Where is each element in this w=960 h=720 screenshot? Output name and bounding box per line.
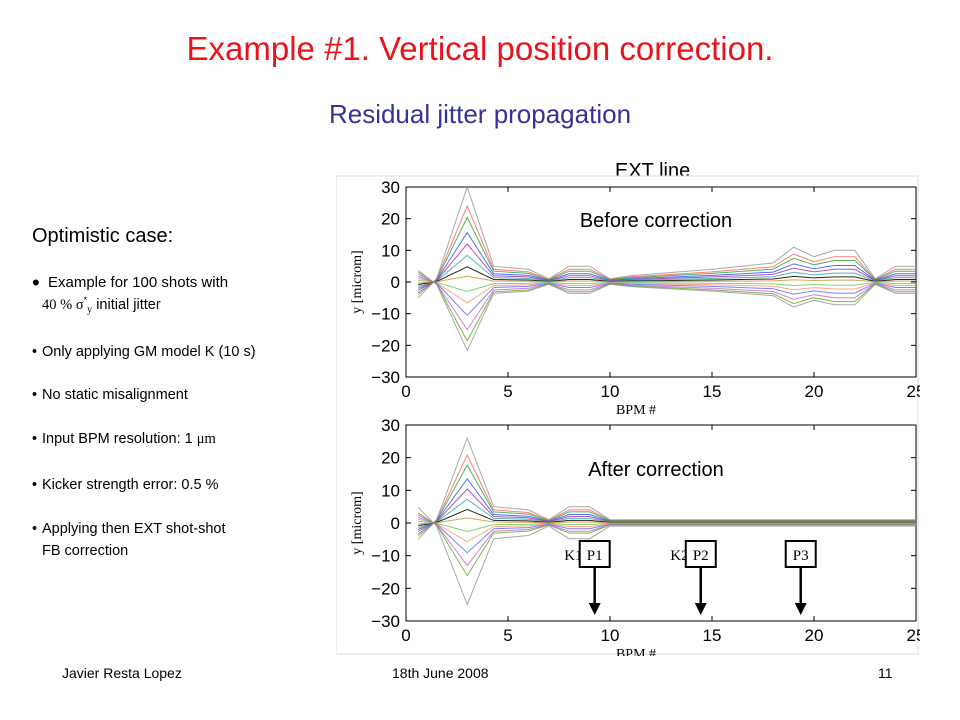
bullet-fb: • Applying then EXT shot-shot bbox=[32, 521, 226, 537]
monitor-box-p2 bbox=[684, 540, 717, 568]
series-line-5 bbox=[418, 243, 916, 289]
bullet-panel: Optimistic case: • Example for 100 shots … bbox=[32, 225, 332, 559]
x-axis-label: BPM # bbox=[616, 647, 656, 656]
footer-page: 11 bbox=[878, 665, 893, 681]
series-line-11 bbox=[418, 276, 916, 317]
bullet-dot: • bbox=[32, 270, 40, 295]
y-tick-label: −20 bbox=[371, 579, 400, 598]
y-tick-label: 20 bbox=[381, 449, 400, 468]
x-tick-label: 20 bbox=[805, 382, 824, 401]
bullet-shots-line2: 40 % σ*y initial jitter bbox=[42, 295, 161, 316]
slide-subtitle: Residual jitter propagation bbox=[328, 99, 632, 129]
series-line-4 bbox=[417, 231, 916, 291]
x-tick-label: 10 bbox=[601, 382, 620, 401]
series-line-1 bbox=[417, 185, 916, 299]
x-tick-label: 15 bbox=[703, 382, 722, 401]
series-line-12 bbox=[417, 273, 916, 331]
kicker-label-k1: K1 bbox=[564, 548, 582, 564]
bullet-kicker: • Kicker strength error: 0.5 % bbox=[32, 477, 219, 493]
y-tick-label: 0 bbox=[391, 273, 400, 292]
y-tick-label: 30 bbox=[381, 416, 400, 435]
y-tick-label: 30 bbox=[381, 178, 400, 197]
y-tick-label: −10 bbox=[371, 305, 400, 324]
bpm-plots: −30−20−1001020300510152025BPM #y [microm… bbox=[336, 175, 920, 656]
x-tick-label: 5 bbox=[503, 382, 512, 401]
monitor-box-p3 bbox=[784, 540, 817, 568]
plots-background bbox=[336, 175, 919, 655]
bullet-bpm-res-unit: μm bbox=[196, 431, 216, 447]
jitter-sup: * bbox=[83, 295, 88, 305]
x-tick-label: 25 bbox=[907, 382, 920, 401]
jitter-suffix: initial jitter bbox=[92, 296, 161, 313]
y-axis-label: y [microm] bbox=[350, 491, 365, 554]
series-line-9 bbox=[418, 279, 916, 293]
x-tick-label: 15 bbox=[703, 626, 722, 645]
footer-date: 18th June 2008 bbox=[392, 665, 489, 681]
bullet-shots-line1: Example for 100 shots with bbox=[48, 274, 229, 291]
y-tick-label: −10 bbox=[371, 547, 400, 566]
bullet-fb-line2: FB correction bbox=[42, 543, 129, 559]
y-tick-label: 10 bbox=[381, 241, 400, 260]
y-tick-label: −30 bbox=[371, 368, 400, 387]
x-tick-label: 0 bbox=[401, 626, 410, 645]
series-line-14 bbox=[417, 270, 916, 352]
y-tick-label: 0 bbox=[391, 514, 400, 533]
bullet-bpm-res: • Input BPM resolution: 1 μm bbox=[32, 431, 216, 447]
bullet-static: • No static misalignment bbox=[32, 387, 188, 403]
footer-author: Javier Resta Lopez bbox=[62, 665, 182, 681]
series-line-6 bbox=[418, 254, 916, 287]
y-tick-label: 20 bbox=[381, 210, 400, 229]
kicker-label-k2: K2 bbox=[670, 548, 688, 564]
series-line-14 bbox=[417, 506, 916, 606]
y-tick-label: −20 bbox=[371, 336, 400, 355]
monitor-label-p3: P3 bbox=[793, 548, 809, 564]
bullet-bpm-res-text: Input BPM resolution: 1 bbox=[42, 431, 197, 447]
bullet-shots: • Example for 100 shots with bbox=[32, 270, 228, 296]
bullet-gm-model-text: Only applying GM model K (10 s) bbox=[42, 344, 256, 360]
series-line-13 bbox=[417, 271, 916, 342]
bullet-fb-line1: Applying then EXT shot-shot bbox=[42, 521, 226, 537]
series-line-10 bbox=[418, 278, 916, 304]
x-tick-label: 20 bbox=[805, 626, 824, 645]
series-line-13 bbox=[417, 512, 916, 577]
series-line-11 bbox=[418, 516, 916, 554]
bullet-kicker-text: Kicker strength error: 0.5 % bbox=[42, 477, 219, 493]
monitor-arrowhead-p1 bbox=[588, 603, 601, 615]
jitter-sigma: 40 % σ bbox=[42, 296, 84, 313]
monitor-label-p1: P1 bbox=[587, 548, 603, 564]
x-axis-label: BPM # bbox=[616, 403, 656, 418]
bullet-static-text: No static misalignment bbox=[42, 387, 188, 403]
chart-2: −30 −20 −10 0 10 20 30 0 5 10 15 20 25 BPM # y [microm… bbox=[350, 416, 920, 656]
x-tick-label: 25 bbox=[907, 626, 920, 645]
chart-title: After correction bbox=[588, 459, 724, 481]
x-tick-label: 0 bbox=[401, 382, 410, 401]
x-tick-label: 5 bbox=[503, 626, 512, 645]
y-axis-label: y [microm] bbox=[350, 250, 365, 313]
bullet-heading: Optimistic case: bbox=[32, 225, 174, 247]
series-line-2 bbox=[417, 204, 916, 296]
bullet-gm-model: • Only applying GM model K (10 s) bbox=[32, 344, 256, 360]
series-line-8 bbox=[418, 275, 916, 284]
slide-title: Example #1. Vertical position correction… bbox=[186, 30, 774, 67]
series-line-7 bbox=[418, 266, 916, 285]
series-line-3 bbox=[417, 216, 916, 294]
monitor-arrowhead-p2 bbox=[694, 603, 707, 615]
jitter-sub: y bbox=[87, 304, 93, 316]
series-line-1 bbox=[417, 436, 916, 540]
x-tick-label: 10 bbox=[601, 626, 620, 645]
monitor-label-p2: P2 bbox=[693, 548, 709, 564]
monitor-arrowhead-p3 bbox=[794, 603, 807, 615]
y-tick-label: −30 bbox=[371, 612, 400, 631]
y-tick-label: 10 bbox=[381, 481, 400, 500]
chart-1: −30 −20 −10 0 10 20 30 0 5 10 15 20 25 BPM # y [microm… bbox=[350, 178, 920, 418]
chart-title: Before correction bbox=[580, 210, 732, 232]
